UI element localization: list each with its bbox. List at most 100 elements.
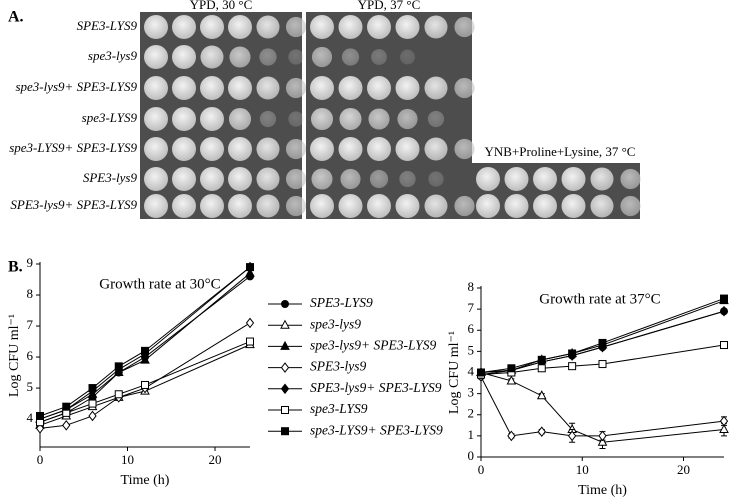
strain-label: SPE3-lys9 [83,170,138,185]
colony-spot [590,167,614,191]
colony-spot [367,15,391,39]
marker [720,294,728,303]
y-tick-label: 8 [468,279,475,294]
series-line [480,298,725,373]
colony-spot [259,110,277,128]
colony-spot [172,194,196,218]
legend-label: SPE3-lys9 [310,359,366,374]
colony-spot [424,76,448,100]
marker [537,364,546,373]
series-line [39,272,251,420]
colony-spot [533,167,557,191]
marker [597,436,608,446]
colony-spot [338,15,363,39]
colony-spot [200,107,224,131]
colony-spot [144,107,168,131]
colony-spot [285,138,307,160]
legend-marker [281,300,289,308]
y-tick-label: 5 [27,379,34,394]
legend-marker [280,340,290,350]
x-axis-label: Time (h) [578,483,627,498]
series-line [480,372,725,443]
legend-marker [281,406,289,414]
colony-spot [200,137,224,161]
colony-spot [476,194,500,218]
colony-spot [200,194,224,218]
colony-spot [228,15,252,39]
colony-spot [454,16,475,38]
legend-marker [280,362,290,373]
colony-spot [228,137,252,161]
colony-spot [144,45,168,69]
series-line [39,322,251,429]
x-tick-label: 10 [576,462,589,477]
colony-spot [228,194,252,218]
colony-spot [367,76,391,100]
x-tick-label: 10 [121,452,134,467]
marker [568,349,577,358]
marker [598,338,607,347]
colony-spot [340,168,361,190]
marker [140,354,150,364]
colony-spot [144,76,168,100]
series-line [480,310,725,376]
colony-spot [310,107,334,131]
colony-spot [144,137,168,161]
colony-spot [504,167,529,191]
y-tick-label: 4 [468,363,475,378]
marker [719,415,729,427]
colony-spot [367,194,391,218]
colony-spot [427,110,445,128]
legend-label: spe3-LYS9+ SPE3-LYS9 [310,422,443,437]
colony-spot [561,167,586,191]
marker [598,430,607,442]
colony-spot [454,195,475,217]
colony-spot [172,137,196,161]
colony-spot [454,138,475,160]
legend-label: spe3-lys9 [310,316,361,331]
colony-spot [310,194,334,218]
colony-spot [256,15,280,39]
colony-spot [338,137,363,161]
colony-spot [144,194,168,218]
colony-spot [285,168,307,190]
legend-marker [280,319,290,329]
strain-label: SPE3-lys9+ SPE3-LYS9 [10,197,137,212]
colony-spot [259,48,277,66]
series-line [480,344,725,376]
marker [598,360,607,369]
marker [114,390,123,399]
y-tick-label: 1 [468,427,475,442]
colony-spot [172,45,196,69]
y-tick-label: 6 [468,321,475,336]
strain-label: spe3-LYS9+ SPE3-LYS9 [9,140,137,155]
colony-spot [172,167,196,191]
colony-spot [288,49,304,65]
colony-spot [533,194,557,218]
series-line [480,376,725,437]
marker [536,390,547,400]
legend-label: spe3-lys9+ SPE3-LYS9 [310,337,436,352]
legend-label: spe3-LYS9 [310,401,368,416]
y-tick-label: 6 [27,348,34,363]
colony-spot [369,169,389,189]
series-line [39,341,251,423]
colony-spot [256,76,280,100]
panel-label: B. [8,259,23,276]
colony-spot [395,137,420,161]
colony-spot [172,76,196,100]
colony-spot [256,167,280,191]
y-tick-label: 0 [468,448,475,463]
colony-spot [311,168,333,190]
marker [246,337,254,346]
marker [36,411,44,420]
colony-spot [424,15,448,39]
plate-title: YPD, 37 °C [358,0,421,12]
colony-spot [229,46,251,68]
colony-spot [285,16,307,38]
strain-label: spe3-lys9 [88,48,138,63]
y-axis-label: Log CFU ml⁻¹ [447,331,462,414]
strain-label: SPE3-LYS9 [77,18,138,33]
colony-spot [561,194,586,218]
colony-spot [228,107,252,131]
